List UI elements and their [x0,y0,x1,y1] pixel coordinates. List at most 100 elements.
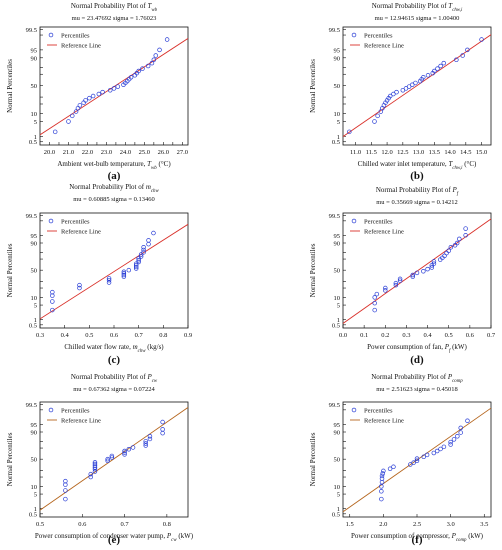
percentile-point [414,458,420,464]
y-tick-label: 90 [31,240,38,247]
percentile-point [73,109,79,114]
percentile-point [146,241,151,247]
y-tick-label: 10 [31,295,38,302]
x-tick-label: 27.0 [177,149,188,156]
y-tick-label: 5 [337,119,340,126]
percentile-point [425,266,430,272]
y-tick-label: 0.5 [332,511,340,518]
y-tick-label: 0.5 [29,511,37,518]
y-axis-label: Normal Percentiles [6,59,14,113]
percentile-point [100,89,105,95]
y-tick-label: 5 [337,303,340,310]
percentile-point [421,454,426,460]
percentile-point [372,300,377,306]
percentile-point [457,236,462,242]
plot-frame [39,26,189,146]
y-tick-label: 95 [31,422,38,429]
y-tick-label: 90 [31,55,38,62]
y-tick-label: 1 [34,134,37,141]
legend-label-reference: Reference Line [364,42,404,49]
percentile-point [391,464,396,470]
x-tick-label: 0.7 [135,332,144,339]
percentile-point [146,238,151,243]
percentile-point [145,63,151,69]
percentile-point [379,476,385,481]
percentile-point [441,60,447,66]
percentile-point [454,57,459,63]
percentile-point [96,91,102,97]
percentile-point [455,434,460,439]
chart-title: Normal Probability Plot of Pcomp [371,373,463,384]
y-tick-label: 90 [334,55,341,62]
x-tick-label: 11.0 [350,149,361,156]
legend-marker-percentiles [351,218,357,224]
legend-marker-percentiles [351,407,357,413]
x-tick-label: 14.5 [460,149,471,156]
legend-label-percentiles: Percentiles [61,218,90,225]
plot-frame [39,401,189,518]
percentile-point [90,93,96,99]
percentile-point [83,98,88,103]
percentile-point [383,285,388,291]
legend-label-percentiles: Percentiles [364,407,393,414]
y-tick-label: 10 [334,484,341,491]
y-tick-label: 0.5 [332,322,340,329]
y-tick-label: 1 [337,134,340,141]
percentile-point [136,258,141,263]
chart-subtitle: mu = 0.67362 sigma = 0.07224 [73,386,155,393]
x-axis-label: Chilled water flow rate, mchw (kg/s) [64,343,164,354]
percentile-point [414,270,420,276]
percentile-point [141,250,146,255]
percentile-point [448,245,454,250]
x-tick-label: 0.6 [110,332,119,339]
percentile-point [92,460,98,465]
y-tick-label: 99.5 [329,27,340,34]
percentile-point [414,456,420,461]
percentile-point [460,53,465,58]
percentile-point [393,282,399,288]
panel-tag: (c) [108,354,121,366]
percentile-point [425,73,431,78]
x-tick-label: 26.0 [158,149,169,156]
percentile-point [133,263,139,268]
percentile-point [107,87,113,93]
y-tick-label: 10 [31,111,38,118]
y-tick-label: 50 [334,268,341,275]
x-tick-label: 3.5 [480,521,488,528]
x-tick-label: 15.0 [476,149,487,156]
x-tick-label: 23.0 [101,149,112,156]
percentile-point [92,465,98,470]
percentile-point [372,295,377,300]
percentile-point [92,466,98,472]
percentile-point [122,450,127,455]
percentile-point [424,452,430,458]
y-tick-label: 1 [337,506,340,513]
percentile-point [52,129,58,135]
y-tick-label: 95 [334,233,341,240]
percentile-point [128,75,134,80]
percentile-point [429,265,435,270]
legend-label-reference: Reference Line [364,417,404,424]
percentile-point [431,259,437,264]
reference-line [343,34,491,138]
percentile-point [121,274,127,279]
reference-line [343,218,491,324]
percentile-point [106,276,112,281]
reference-line [40,37,188,136]
percentile-point [375,113,380,119]
percentile-point [442,253,447,259]
percentile-point [413,80,418,86]
chart-panel-2: Normal Probability Plot of Tchw,i mu = 12… [309,2,492,182]
percentile-point [122,448,127,454]
y-tick-label: 99.5 [26,402,37,409]
percentile-point [431,450,437,456]
percentile-point [70,113,75,119]
y-tick-label: 1 [34,506,37,513]
percentile-point [115,84,121,89]
percentile-point [374,291,380,297]
panel-tag: (f) [412,534,423,546]
percentile-point [50,289,55,295]
percentile-point [50,307,55,313]
x-tick-label: 1.5 [346,521,354,528]
